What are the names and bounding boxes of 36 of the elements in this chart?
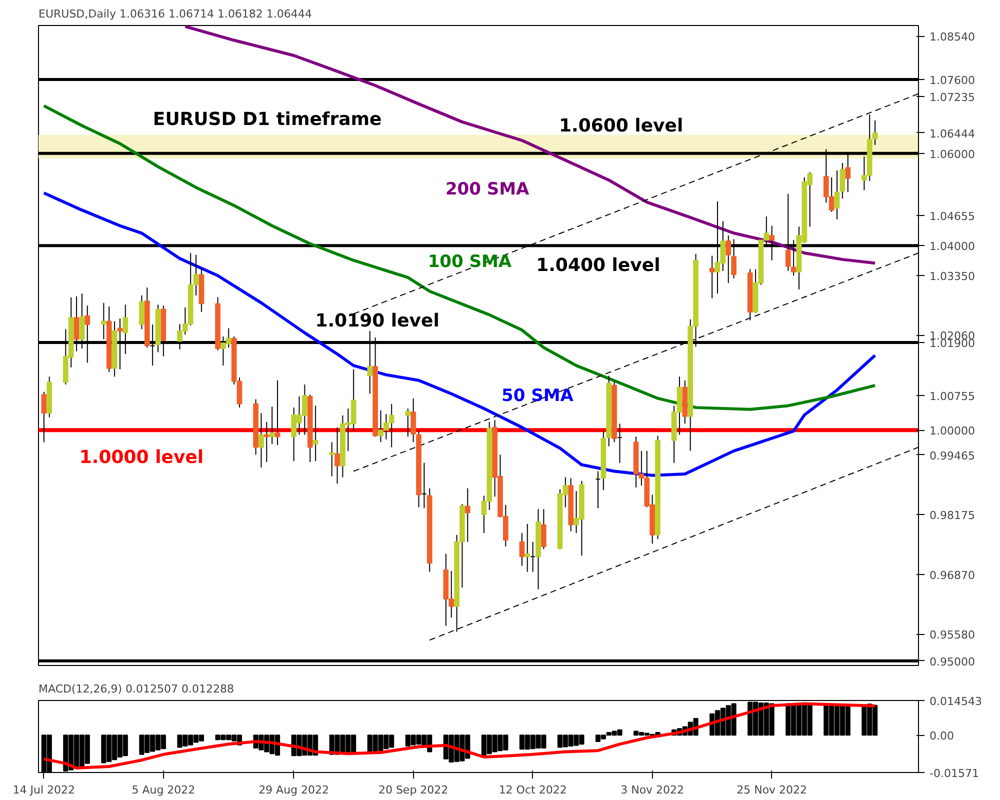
chart-title: MACD(12,26,9) 0.012507 0.012288 xyxy=(38,682,234,696)
y-tick-label: 0.95580 xyxy=(930,628,975,642)
y-tick-label: 1.07235 xyxy=(930,90,975,104)
y-tick-label: -0.01571 xyxy=(930,767,979,780)
series-label: 100 SMA xyxy=(428,252,512,272)
y-tick-label: 0.98175 xyxy=(930,508,975,522)
x-tick-label: 20 Sep 2022 xyxy=(378,784,448,796)
series-label: 200 SMA xyxy=(445,180,530,200)
y-tick-label: 0.96870 xyxy=(930,569,975,582)
y-tick-label: 1.06444 xyxy=(930,127,975,140)
y-tick-label: 0.95000 xyxy=(930,655,975,668)
y-tick-label: 1.01900 xyxy=(930,337,975,350)
y-tick-label: 1.00755 xyxy=(930,390,975,403)
y-tick-label: 1.00000 xyxy=(930,424,975,438)
x-tick-label: 3 Nov 2022 xyxy=(620,784,684,796)
y-tick-label: 1.07600 xyxy=(930,74,975,87)
y-tick-label: 0.014543 xyxy=(930,695,982,708)
y-tick-label: 1.06000 xyxy=(930,148,975,161)
annotation: EURUSD D1 timeframe xyxy=(152,109,382,130)
x-tick-label: 14 Jul 2022 xyxy=(12,784,76,796)
x-tick-label: 25 Nov 2022 xyxy=(736,784,808,796)
annotation: 1.0000 level xyxy=(79,447,204,468)
x-tick-label: 5 Aug 2022 xyxy=(132,784,196,796)
chart-title: EURUSD,Daily 1.06316 1.06714 1.06182 1.06444 xyxy=(38,8,312,20)
annotation: 1.0400 level xyxy=(536,255,660,276)
y-tick-label: 0.00 xyxy=(930,730,954,743)
y-tick-label: 1.04000 xyxy=(930,240,975,254)
x-tick-label: 12 Oct 2022 xyxy=(498,784,567,796)
annotation: 1.0190 level xyxy=(315,310,440,332)
y-tick-label: 1.03350 xyxy=(930,270,975,284)
y-tick-label: 1.04655 xyxy=(930,210,975,223)
annotation: 1.0600 level xyxy=(558,115,684,136)
y-tick-label: 1.08540 xyxy=(930,30,975,44)
series-label: 50 SMA xyxy=(502,386,574,406)
x-tick-label: 29 Aug 2022 xyxy=(258,784,330,796)
y-tick-label: 0.99465 xyxy=(930,449,975,462)
